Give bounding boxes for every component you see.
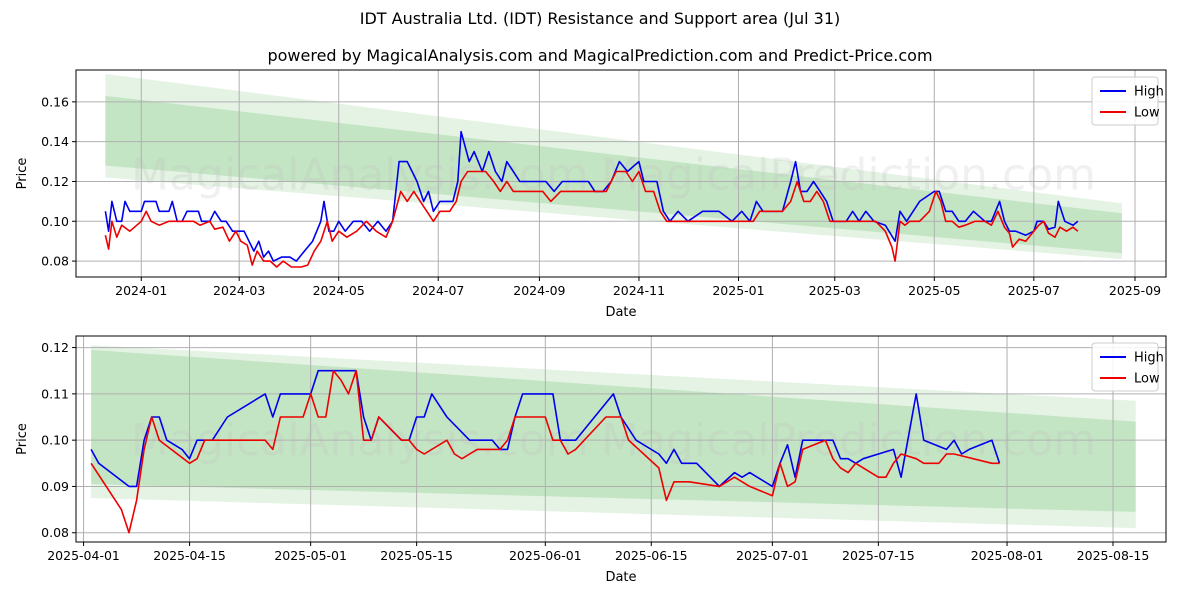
bottom-x-tick-label: 2025-05-01: [274, 548, 347, 563]
top-legend-label-high: High: [1134, 85, 1164, 100]
top-x-tick-label: 2024-05: [313, 283, 365, 298]
bottom-band-inner: [91, 349, 1136, 512]
top-x-tick-label: 2025-07: [1008, 283, 1060, 298]
bottom-y-tick-label: 0.09: [41, 479, 69, 494]
bottom-x-tick-label: 2025-07-15: [842, 548, 915, 563]
top-legend-label-low: Low: [1134, 106, 1160, 121]
top-x-tick-label: 2024-07: [412, 283, 464, 298]
bottom-y-tick-label: 0.11: [41, 386, 69, 401]
bottom-x-tick-label: 2025-08-01: [971, 548, 1044, 563]
bottom-series-high-line: [90, 369, 1001, 488]
top-series-low-line: [104, 170, 1079, 268]
bottom-y-tick-label: 0.08: [41, 525, 69, 540]
bottom-chart-panel: 2025-04-01 2025-04-15 2025-05-01 2025-05-15…: [15, 335, 1167, 585]
top-x-tick-label: 2024-11: [613, 283, 665, 298]
bottom-x-tick-label: 2025-06-15: [615, 548, 688, 563]
bottom-y-tick-label: 0.10: [41, 433, 69, 448]
bottom-watermark-prediction: MagicalPrediction.com: [601, 415, 1096, 466]
top-x-axis-label: Date: [605, 305, 636, 320]
bottom-y-axis-label: Price: [15, 423, 30, 455]
bottom-series-low-line: [90, 369, 1000, 534]
top-x-tick-label: 2025-09: [1109, 283, 1161, 298]
top-chart-panel: 2024-01 2024-03 2024-05 2024-07 2024-09 2024-…: [15, 69, 1167, 320]
bottom-x-axis-label: Date: [605, 570, 636, 585]
chart-subtitle: powered by MagicalAnalysis.com and Magic…: [267, 46, 933, 65]
bottom-band-outer: [91, 345, 1136, 529]
top-y-axis-label: Price: [15, 158, 30, 190]
top-watermark-prediction: MagicalPrediction.com: [601, 150, 1096, 201]
top-x-tick-label: 2025-05: [908, 283, 960, 298]
top-y-tick-label: 0.12: [41, 174, 69, 189]
top-x-tick-label: 2024-09: [513, 283, 565, 298]
bottom-legend: High Low: [1091, 342, 1164, 392]
top-x-tick-label: 2025-01: [712, 283, 764, 298]
top-y-tick-label: 0.16: [41, 94, 69, 109]
bottom-x-tick-label: 2025-04-01: [47, 548, 120, 563]
top-y-tick-label: 0.10: [41, 214, 69, 229]
top-series-high-line: [104, 130, 1079, 262]
top-y-tick-label: 0.14: [41, 134, 69, 149]
bottom-y-tick-label: 0.12: [41, 340, 69, 355]
top-y-tick-label: 0.08: [41, 254, 69, 269]
bottom-x-tick-label: 2025-05-15: [380, 548, 453, 563]
top-x-tick-label: 2025-03: [809, 283, 861, 298]
top-legend: High Low: [1091, 76, 1164, 126]
bottom-x-tick-label: 2025-04-15: [153, 548, 226, 563]
bottom-axes-frame: [75, 335, 1167, 543]
bottom-x-tick-label: 2025-08-15: [1077, 548, 1150, 563]
top-x-tick-label: 2024-03: [213, 283, 265, 298]
bottom-x-tick-label: 2025-07-01: [736, 548, 809, 563]
bottom-legend-label-high: High: [1134, 351, 1164, 366]
top-axes-frame: [75, 69, 1167, 278]
bottom-legend-label-low: Low: [1134, 372, 1160, 387]
chart-title: IDT Australia Ltd. (IDT) Resistance and …: [359, 9, 841, 28]
bottom-x-tick-label: 2025-06-01: [509, 548, 582, 563]
top-watermark-analysis: MagicalAnalysis.com: [131, 150, 589, 201]
top-x-tick-label: 2024-01: [115, 283, 167, 298]
